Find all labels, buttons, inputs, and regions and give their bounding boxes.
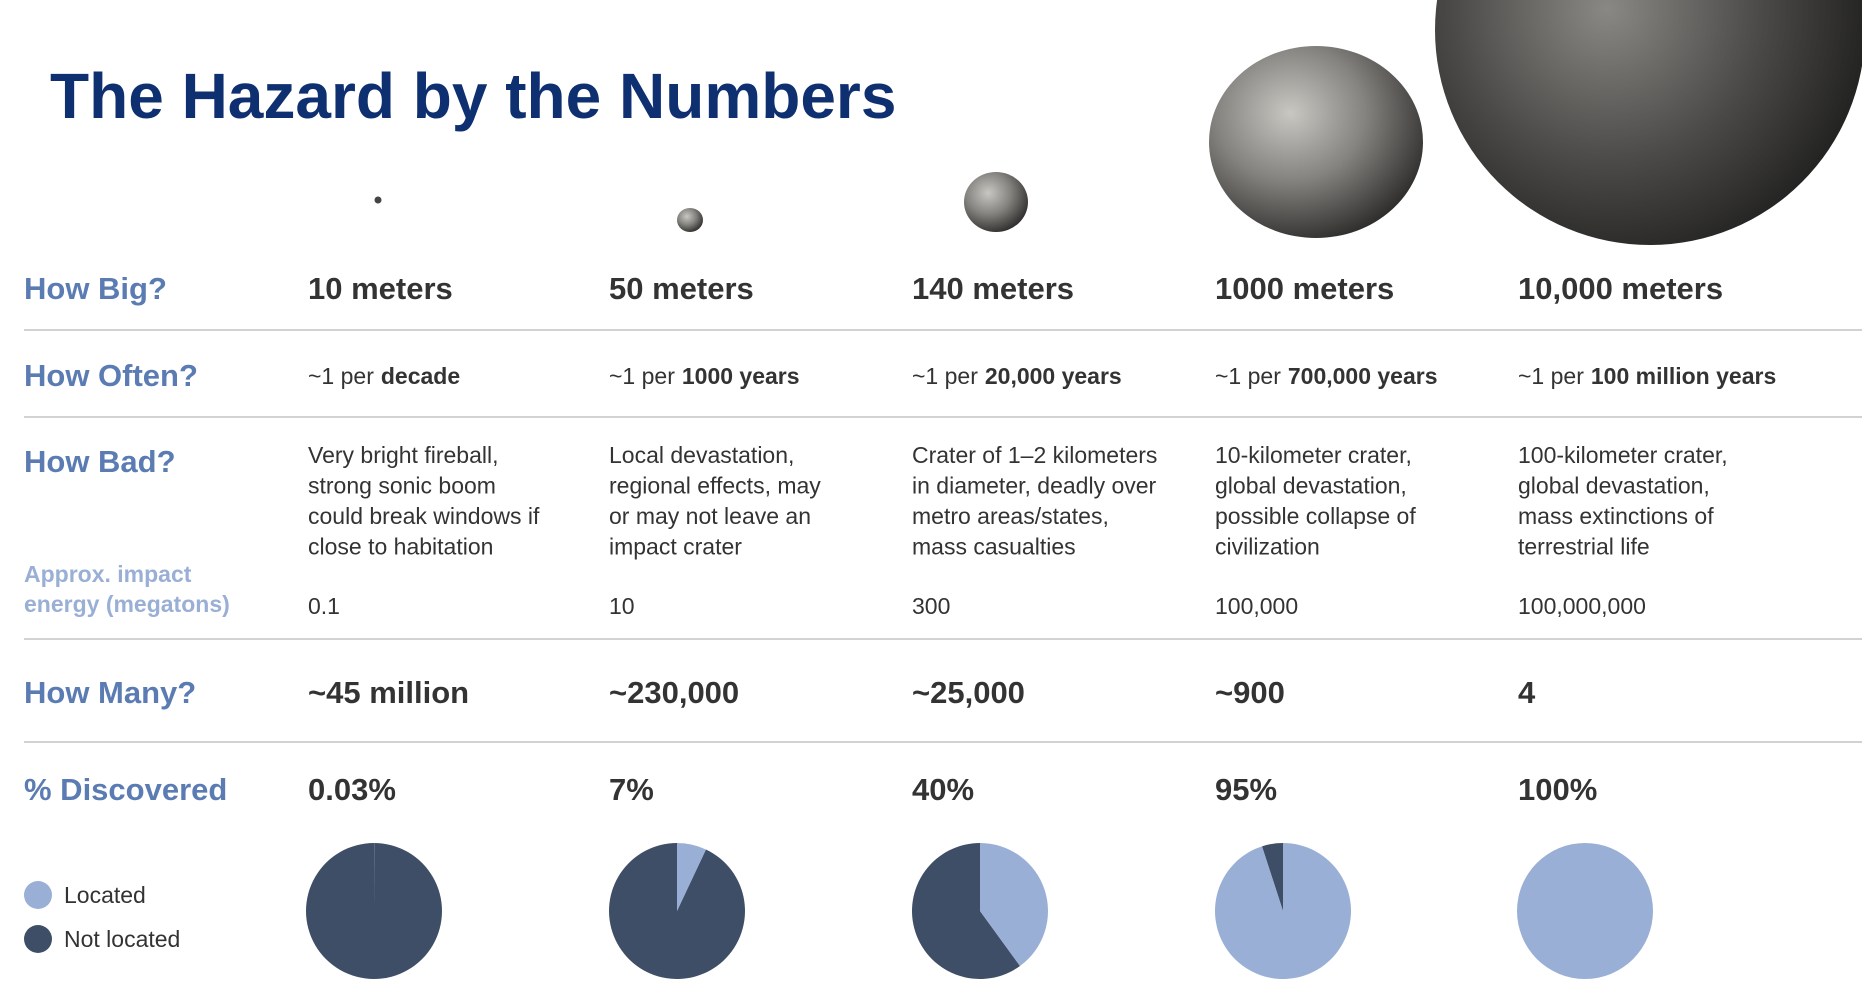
percent-discovered: 100%: [1518, 772, 1597, 807]
frequency: ~1 per 700,000 years: [1215, 363, 1438, 389]
impact-description: mass casualties: [912, 534, 1076, 560]
row-label: How Often?: [24, 358, 198, 393]
row-label: How Big?: [24, 271, 167, 306]
count: ~45 million: [308, 675, 469, 710]
impact-description: 100-kilometer crater,: [1518, 442, 1728, 468]
impact-energy: 100,000: [1215, 593, 1298, 619]
pie-slice: [912, 843, 1020, 979]
impact-description: close to habitation: [308, 534, 493, 560]
count: ~230,000: [609, 675, 739, 710]
percent-discovered: 40%: [912, 772, 974, 807]
impact-description: global devastation,: [1518, 473, 1710, 499]
impact-description: Very bright fireball,: [308, 442, 498, 468]
frequency: ~1 per 1000 years: [609, 363, 800, 389]
pie-slice: [305, 843, 442, 979]
impact-description: possible collapse of: [1215, 503, 1416, 529]
pie-slice: [1517, 843, 1653, 979]
percent-discovered: 0.03%: [308, 772, 396, 807]
impact-description: could break windows if: [308, 503, 540, 529]
asteroid: [374, 196, 382, 204]
frequency-period: 1000 years: [682, 363, 800, 389]
row-label: Approx. impact: [24, 561, 192, 587]
count: ~900: [1215, 675, 1285, 710]
frequency: ~1 per decade: [308, 363, 460, 389]
percent-discovered: 95%: [1215, 772, 1277, 807]
impact-energy: 0.1: [308, 593, 340, 619]
frequency-period: decade: [381, 363, 460, 389]
size: 10 meters: [308, 271, 453, 306]
asteroid: [964, 172, 1028, 232]
title: The Hazard by the Numbers: [50, 60, 896, 132]
asteroid: [1209, 46, 1423, 238]
row-label: % Discovered: [24, 772, 227, 807]
frequency-prefix: ~1 per: [308, 363, 374, 389]
impact-description: terrestrial life: [1518, 534, 1650, 560]
impact-description: mass extinctions of: [1518, 503, 1714, 529]
impact-description: metro areas/states,: [912, 503, 1109, 529]
frequency-period: 700,000 years: [1288, 363, 1438, 389]
size: 140 meters: [912, 271, 1074, 306]
frequency: ~1 per 20,000 years: [912, 363, 1122, 389]
impact-description: civilization: [1215, 534, 1320, 560]
impact-description: impact crater: [609, 534, 742, 560]
size: 1000 meters: [1215, 271, 1394, 306]
impact-description: or may not leave an: [609, 503, 811, 529]
impact-description: strong sonic boom: [308, 473, 496, 499]
frequency-prefix: ~1 per: [912, 363, 978, 389]
percent-discovered: 7%: [609, 772, 654, 807]
frequency-period: 20,000 years: [985, 363, 1122, 389]
count: 4: [1518, 675, 1536, 710]
frequency-prefix: ~1 per: [1215, 363, 1281, 389]
legend-label: Not located: [64, 926, 180, 952]
frequency-prefix: ~1 per: [1518, 363, 1584, 389]
impact-description: 10-kilometer crater,: [1215, 442, 1412, 468]
row-label: How Many?: [24, 675, 196, 710]
legend-swatch: [24, 881, 52, 909]
count: ~25,000: [912, 675, 1025, 710]
asteroid: [677, 208, 703, 232]
pie-slice: [1215, 843, 1351, 979]
frequency-prefix: ~1 per: [609, 363, 675, 389]
legend-swatch: [24, 925, 52, 953]
frequency-period: 100 million years: [1591, 363, 1776, 389]
row-label: How Bad?: [24, 444, 176, 479]
asteroid-images: [374, 0, 1862, 245]
impact-description: Local devastation,: [609, 442, 794, 468]
pie-slice: [980, 843, 1049, 967]
row-label: energy (megatons): [24, 591, 230, 617]
impact-energy: 10: [609, 593, 635, 619]
size: 10,000 meters: [1518, 271, 1723, 306]
pie-slice: [677, 843, 706, 911]
impact-description: regional effects, may: [609, 473, 821, 499]
size: 50 meters: [609, 271, 754, 306]
asteroid: [1435, 0, 1862, 245]
impact-description: in diameter, deadly over: [912, 473, 1157, 499]
legend-label: Located: [64, 882, 146, 908]
pie-slice: [1261, 843, 1283, 911]
impact-energy: 300: [912, 593, 950, 619]
frequency: ~1 per 100 million years: [1518, 363, 1776, 389]
impact-description: global devastation,: [1215, 473, 1407, 499]
impact-description: Crater of 1–2 kilometers: [912, 442, 1157, 468]
impact-energy: 100,000,000: [1518, 593, 1646, 619]
